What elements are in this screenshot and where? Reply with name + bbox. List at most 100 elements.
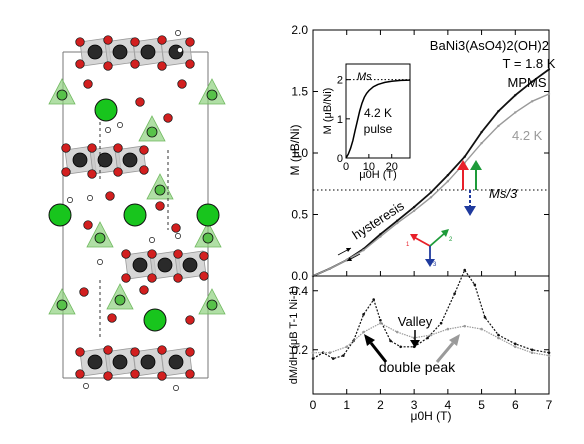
o-atom xyxy=(185,37,195,47)
o-atom xyxy=(199,271,209,281)
derivative-x-tick-label: 4 xyxy=(445,398,452,412)
o-atom xyxy=(185,315,195,325)
inset-x-tick-label: 0 xyxy=(343,161,349,173)
main-data-point xyxy=(497,124,500,128)
main-series xyxy=(311,68,551,278)
o-atom xyxy=(157,345,167,355)
o-atom xyxy=(75,347,85,357)
derivative-data-point xyxy=(480,327,483,331)
o-atom xyxy=(130,347,140,357)
derivative-data-point xyxy=(395,330,399,334)
main-data-point xyxy=(547,68,551,71)
derivative-panel: 0.2 0.4 0 1 2 3 4 5 6 7 Valley double peak dM/dH … xyxy=(288,268,553,423)
main-data-point xyxy=(379,235,382,238)
as-atom xyxy=(206,89,218,101)
as-atom xyxy=(206,299,218,311)
spin-axis-label-3: 3 xyxy=(433,262,437,268)
derivative-data-point xyxy=(342,354,345,357)
inset-x-tick-label: 20 xyxy=(386,161,398,173)
ni-atom xyxy=(72,152,88,168)
spin-arrow-blue-head xyxy=(464,206,476,216)
o-atom xyxy=(177,79,187,89)
o-atom xyxy=(107,313,117,323)
h-atom xyxy=(117,122,123,128)
derivative-data-point xyxy=(473,283,477,287)
h-atom xyxy=(105,127,111,133)
o-atom xyxy=(157,371,167,381)
ba-atom xyxy=(143,308,167,332)
main-data-point xyxy=(480,141,483,145)
atoms xyxy=(48,30,220,391)
ni-atom xyxy=(87,44,103,60)
inset-y-tick-label: 0 xyxy=(337,153,343,165)
ni-atom xyxy=(112,44,128,60)
main-data-point xyxy=(514,111,517,114)
h-atom xyxy=(175,233,181,239)
o-atom xyxy=(121,249,131,259)
derivative-data-point xyxy=(547,354,551,357)
main-data-point xyxy=(379,232,382,236)
double-peak-arrow-right xyxy=(435,342,455,363)
derivative-data-point xyxy=(497,336,500,340)
o-atom xyxy=(83,79,93,89)
derivative-y-axis-label: dM/dH (μB T-1 Ni-1) xyxy=(288,286,300,384)
main-data-point xyxy=(396,219,399,222)
valley-arrow-head xyxy=(410,340,420,348)
main-data-point xyxy=(446,180,450,183)
main-data-point xyxy=(547,92,551,96)
derivative-data-point xyxy=(372,298,375,301)
h-atom xyxy=(177,47,183,53)
derivative-plot-frame xyxy=(312,275,550,395)
h-atom xyxy=(149,237,155,243)
main-data-point xyxy=(446,173,450,177)
o-atom xyxy=(61,167,71,177)
ni-atom xyxy=(87,354,103,370)
h-atom xyxy=(83,383,89,389)
o-atom xyxy=(157,35,167,45)
as-atom xyxy=(56,89,68,101)
main-y-tick-label: 0.0 xyxy=(291,269,308,283)
derivative-data-point xyxy=(530,351,534,355)
main-data-point xyxy=(514,93,517,97)
main-data-point xyxy=(463,155,466,158)
inset-ms-label: Ms xyxy=(357,71,372,83)
o-atom xyxy=(87,169,97,179)
spin-arrow-green-head xyxy=(470,160,482,170)
o-atom xyxy=(103,345,113,355)
o-atom xyxy=(173,273,183,283)
main-data-point xyxy=(530,100,534,103)
derivative-data-point xyxy=(513,345,517,349)
aso4-tetrahedra xyxy=(48,78,226,315)
o-atom xyxy=(157,61,167,71)
derivative-x-tick-label: 7 xyxy=(546,398,553,412)
o-atom xyxy=(185,59,195,69)
derivative-data-point xyxy=(497,333,500,337)
ni-atom xyxy=(122,152,138,168)
derivative-series-line-1p8k xyxy=(312,268,550,360)
o-atom xyxy=(135,97,145,107)
o-atom xyxy=(147,273,157,283)
main-data-point xyxy=(429,191,433,194)
valley-label: Valley xyxy=(398,314,433,329)
derivative-data-point xyxy=(426,336,429,340)
o-atom xyxy=(185,347,195,357)
inset-series xyxy=(345,79,411,159)
ni-atom xyxy=(112,354,128,370)
main-data-point xyxy=(530,80,534,83)
inset-series-line xyxy=(345,79,411,159)
ni-atom xyxy=(140,44,156,60)
derivative-data-point xyxy=(463,324,467,328)
main-title-temperature: T = 1.8 K xyxy=(503,56,556,71)
ni-atom xyxy=(140,354,156,370)
derivative-x-tick-label: 0 xyxy=(310,398,317,412)
ni-atom xyxy=(97,152,113,168)
main-y-tick-label: 0.5 xyxy=(291,208,308,222)
main-title-instrument: MPMS xyxy=(508,75,547,90)
inset-x-axis-label: μ0H (T) xyxy=(359,169,397,181)
spin-arrow-red-head xyxy=(457,160,469,170)
inset-y-axis-label: M (μB/Ni) xyxy=(322,88,334,135)
o-atom xyxy=(155,201,165,211)
